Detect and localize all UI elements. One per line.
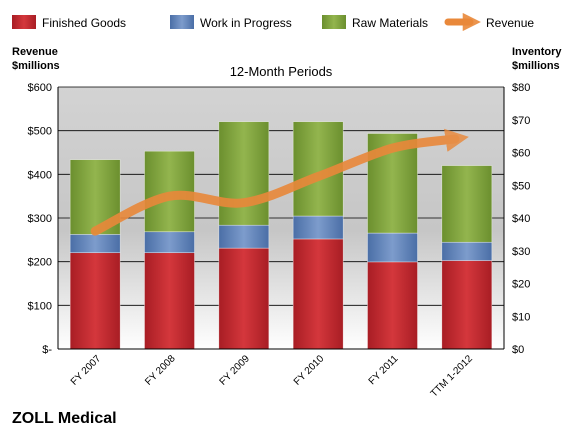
legend-label: Finished Goods	[42, 16, 126, 30]
x-tick-label: FY 2008	[143, 353, 178, 388]
legend-item: Work in Progress	[170, 15, 292, 30]
bar-segment	[292, 238, 344, 350]
x-tick-label: FY 2009	[218, 353, 253, 388]
x-tick-label: FY 2007	[69, 353, 104, 388]
right-axis-label-line1: Inventory	[512, 46, 562, 58]
right-tick-label: $70	[512, 115, 530, 127]
legend-label: Revenue	[486, 16, 534, 30]
legend-swatch	[322, 15, 346, 29]
left-tick-label: $200	[28, 257, 52, 269]
legend-item: Revenue	[444, 12, 534, 32]
bar-segment	[441, 241, 493, 261]
right-tick-label: $10	[512, 311, 530, 323]
bars	[69, 121, 493, 350]
bar-segment	[69, 234, 121, 254]
legend-label: Raw Materials	[352, 16, 428, 30]
legend-item: Finished Goods	[12, 15, 126, 30]
bar-segment	[367, 232, 418, 263]
chart-title: 12-Month Periods	[230, 64, 333, 79]
bar-segment	[218, 121, 270, 226]
revenue-line-path	[90, 128, 469, 236]
left-tick-label: $600	[28, 82, 52, 94]
legend-swatch	[12, 15, 36, 29]
bar-segment	[441, 260, 493, 350]
legend: Finished Goods Work in Progress Raw Materi…	[12, 12, 534, 32]
x-tick-label: FY 2010	[292, 353, 327, 388]
left-tick-label: $500	[28, 126, 52, 138]
bar-segment	[144, 252, 195, 350]
right-tick-label: $80	[512, 82, 530, 94]
x-tick-label: TTM 1-2012	[429, 353, 476, 400]
gridlines	[58, 86, 504, 306]
bar-segment	[69, 252, 121, 350]
legend-label: Work in Progress	[200, 16, 292, 30]
revenue-line	[90, 128, 469, 236]
bar-segment	[218, 247, 270, 350]
right-tick-label: $40	[512, 213, 530, 225]
left-tick-label: $400	[28, 169, 52, 181]
right-tick-label: $20	[512, 279, 530, 291]
right-axis-label-line2: $millions	[512, 60, 560, 72]
legend-swatch	[170, 15, 194, 29]
right-tick-label: $50	[512, 180, 530, 192]
bar-segment	[367, 261, 418, 350]
bar-segment	[441, 165, 493, 243]
left-axis-label-line2: $millions	[12, 60, 60, 72]
right-tick-label: $60	[512, 148, 530, 160]
left-tick-label: $100	[28, 300, 52, 312]
right-tick-label: $30	[512, 246, 530, 258]
left-tick-label: $300	[28, 213, 52, 225]
bar-segment	[144, 231, 195, 254]
left-tick-label: $-	[42, 344, 52, 356]
left-axis-label-line1: Revenue	[12, 46, 58, 58]
legend-item: Raw Materials	[322, 15, 428, 30]
company-name: ZOLL Medical	[12, 410, 117, 427]
bar-segment	[218, 224, 270, 249]
bar-segment	[292, 215, 344, 240]
right-tick-label: $0	[512, 344, 524, 356]
x-tick-label: FY 2011	[367, 353, 401, 387]
